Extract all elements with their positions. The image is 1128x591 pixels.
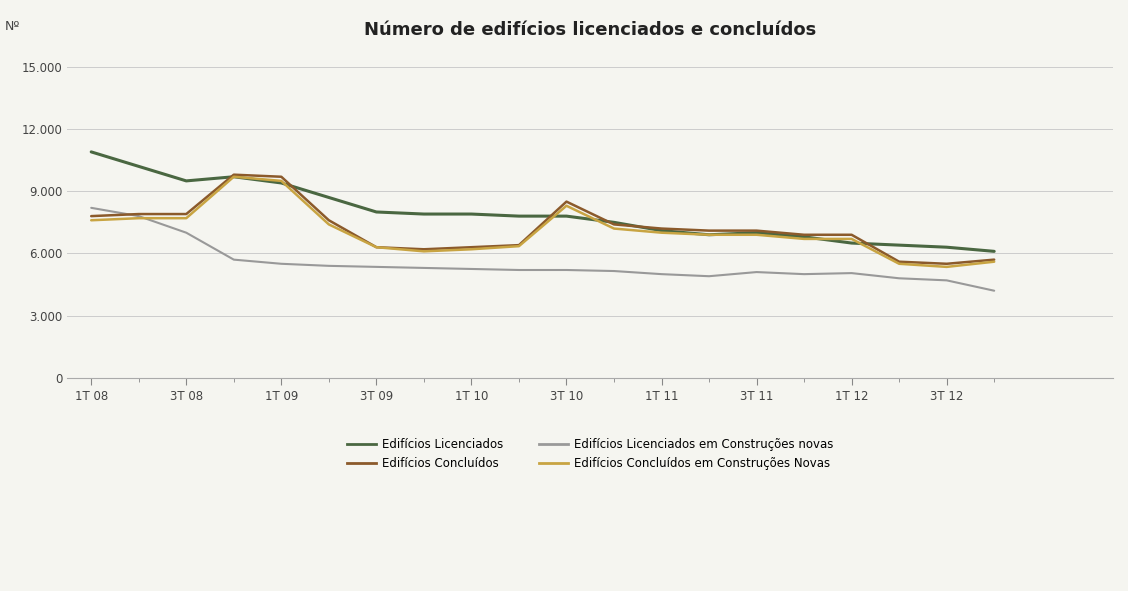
Legend: Edifícios Licenciados, Edifícios Concluídos, Edifícios Licenciados em Construçõe: Edifícios Licenciados, Edifícios Concluí… bbox=[342, 433, 838, 475]
Edifícios Licenciados em Construções novas bbox=[227, 256, 240, 263]
Edifícios Concluídos bbox=[703, 227, 716, 234]
Line: Edifícios Licenciados: Edifícios Licenciados bbox=[91, 152, 994, 251]
Edifícios Concluídos bbox=[85, 213, 98, 220]
Edifícios Concluídos bbox=[845, 231, 858, 238]
Edifícios Concluídos em Construções Novas bbox=[559, 202, 573, 209]
Edifícios Concluídos bbox=[654, 225, 668, 232]
Edifícios Licenciados bbox=[417, 210, 431, 217]
Edifícios Licenciados em Construções novas bbox=[750, 268, 764, 275]
Edifícios Concluídos em Construções Novas bbox=[940, 264, 953, 271]
Edifícios Licenciados bbox=[750, 229, 764, 236]
Edifícios Concluídos bbox=[750, 227, 764, 234]
Edifícios Licenciados bbox=[892, 242, 906, 249]
Edifícios Concluídos em Construções Novas bbox=[132, 215, 146, 222]
Edifícios Licenciados em Construções novas bbox=[85, 204, 98, 212]
Edifícios Concluídos em Construções Novas bbox=[750, 231, 764, 238]
Edifícios Licenciados bbox=[845, 239, 858, 246]
Edifícios Concluídos em Construções Novas bbox=[654, 229, 668, 236]
Edifícios Concluídos bbox=[370, 243, 384, 251]
Edifícios Licenciados bbox=[323, 194, 336, 201]
Edifícios Licenciados em Construções novas bbox=[703, 272, 716, 280]
Edifícios Licenciados bbox=[703, 231, 716, 238]
Edifícios Concluídos em Construções Novas bbox=[465, 246, 478, 253]
Edifícios Concluídos bbox=[607, 221, 620, 228]
Edifícios Concluídos em Construções Novas bbox=[703, 231, 716, 238]
Edifícios Concluídos em Construções Novas bbox=[512, 243, 526, 250]
Edifícios Licenciados bbox=[512, 213, 526, 220]
Edifícios Licenciados bbox=[227, 173, 240, 180]
Edifícios Licenciados em Construções novas bbox=[274, 260, 288, 267]
Edifícios Concluídos bbox=[797, 231, 811, 238]
Edifícios Licenciados bbox=[370, 209, 384, 216]
Edifícios Licenciados em Construções novas bbox=[940, 277, 953, 284]
Text: Nº: Nº bbox=[5, 20, 20, 33]
Edifícios Licenciados em Construções novas bbox=[797, 271, 811, 278]
Line: Edifícios Licenciados em Construções novas: Edifícios Licenciados em Construções nov… bbox=[91, 208, 994, 291]
Edifícios Concluídos em Construções Novas bbox=[370, 243, 384, 251]
Edifícios Concluídos em Construções Novas bbox=[845, 235, 858, 242]
Edifícios Licenciados em Construções novas bbox=[559, 267, 573, 274]
Edifícios Licenciados bbox=[607, 219, 620, 226]
Edifícios Concluídos em Construções Novas bbox=[892, 260, 906, 267]
Edifícios Concluídos em Construções Novas bbox=[797, 235, 811, 242]
Line: Edifícios Concluídos: Edifícios Concluídos bbox=[91, 175, 994, 264]
Edifícios Licenciados em Construções novas bbox=[987, 287, 1001, 294]
Edifícios Concluídos em Construções Novas bbox=[227, 173, 240, 180]
Edifícios Licenciados em Construções novas bbox=[654, 271, 668, 278]
Edifícios Licenciados em Construções novas bbox=[370, 264, 384, 271]
Edifícios Concluídos em Construções Novas bbox=[417, 248, 431, 255]
Edifícios Concluídos em Construções Novas bbox=[179, 215, 193, 222]
Edifícios Licenciados bbox=[465, 210, 478, 217]
Edifícios Concluídos bbox=[274, 173, 288, 180]
Edifícios Licenciados bbox=[85, 148, 98, 155]
Edifícios Concluídos bbox=[323, 217, 336, 224]
Line: Edifícios Concluídos em Construções Novas: Edifícios Concluídos em Construções Nova… bbox=[91, 177, 994, 267]
Edifícios Licenciados bbox=[559, 213, 573, 220]
Edifícios Concluídos bbox=[940, 260, 953, 267]
Edifícios Licenciados em Construções novas bbox=[607, 268, 620, 275]
Edifícios Licenciados bbox=[654, 227, 668, 234]
Edifícios Licenciados em Construções novas bbox=[892, 275, 906, 282]
Edifícios Licenciados bbox=[940, 243, 953, 251]
Edifícios Licenciados em Construções novas bbox=[512, 267, 526, 274]
Edifícios Licenciados em Construções novas bbox=[132, 213, 146, 220]
Edifícios Concluídos bbox=[512, 242, 526, 249]
Edifícios Licenciados bbox=[274, 180, 288, 187]
Edifícios Concluídos em Construções Novas bbox=[323, 221, 336, 228]
Edifícios Concluídos bbox=[892, 258, 906, 265]
Edifícios Licenciados bbox=[179, 177, 193, 184]
Edifícios Concluídos bbox=[227, 171, 240, 178]
Edifícios Concluídos em Construções Novas bbox=[607, 225, 620, 232]
Edifícios Concluídos em Construções Novas bbox=[85, 217, 98, 224]
Edifícios Concluídos bbox=[987, 256, 1001, 263]
Title: Número de edifícios licenciados e concluídos: Número de edifícios licenciados e conclu… bbox=[364, 21, 817, 39]
Edifícios Concluídos bbox=[417, 246, 431, 253]
Edifícios Concluídos em Construções Novas bbox=[987, 258, 1001, 265]
Edifícios Licenciados em Construções novas bbox=[465, 265, 478, 272]
Edifícios Licenciados bbox=[797, 233, 811, 241]
Edifícios Concluídos em Construções Novas bbox=[274, 177, 288, 184]
Edifícios Concluídos bbox=[179, 210, 193, 217]
Edifícios Licenciados em Construções novas bbox=[323, 262, 336, 269]
Edifícios Concluídos bbox=[465, 243, 478, 251]
Edifícios Licenciados em Construções novas bbox=[179, 229, 193, 236]
Edifícios Licenciados em Construções novas bbox=[845, 269, 858, 277]
Edifícios Licenciados bbox=[132, 163, 146, 170]
Edifícios Licenciados em Construções novas bbox=[417, 264, 431, 271]
Edifícios Concluídos bbox=[559, 198, 573, 205]
Edifícios Concluídos bbox=[132, 210, 146, 217]
Edifícios Licenciados bbox=[987, 248, 1001, 255]
